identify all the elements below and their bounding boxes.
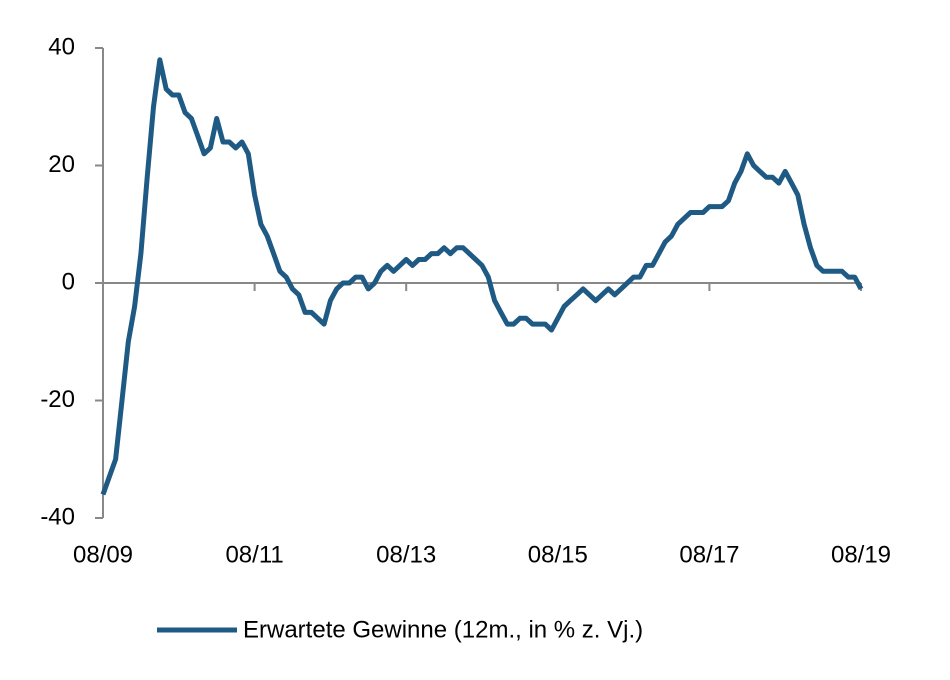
x-tick-label: 08/17 [679,541,739,568]
y-tick-label: -20 [40,386,75,413]
x-tick-label: 08/13 [376,541,436,568]
x-tick-label: 08/19 [831,541,891,568]
x-tick-label: 08/15 [528,541,588,568]
y-tick-label: 20 [48,151,75,178]
y-tick-label: -40 [40,503,75,530]
x-tick-label: 08/09 [73,541,133,568]
y-tick-label: 40 [48,33,75,60]
x-tick-label: 08/11 [225,541,283,568]
data-line [100,57,864,496]
y-tick-label: 0 [62,268,75,295]
legend-label: Erwartete Gewinne (12m., in % z. Vj.) [243,616,643,643]
